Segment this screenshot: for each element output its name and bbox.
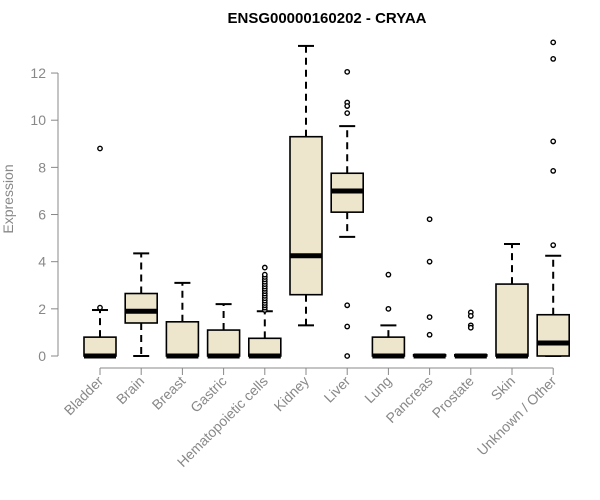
outlier-point (344, 68, 351, 75)
boxes-layer (83, 39, 571, 359)
outlier-point (550, 55, 557, 62)
box-group-lung (371, 271, 406, 359)
y-axis-label: Expression (0, 164, 16, 233)
box (248, 337, 282, 357)
box-group-pancreas (412, 216, 447, 359)
y-tick-label: 8 (38, 159, 46, 175)
outlier-point (426, 331, 433, 338)
x-tick-label: Liver (321, 373, 354, 406)
box (124, 292, 158, 324)
y-tick-label: 2 (38, 301, 46, 317)
outlier-point (261, 271, 268, 278)
outlier-point (467, 313, 474, 319)
outlier-point (467, 324, 474, 331)
box-group-liver (330, 68, 365, 359)
box (165, 321, 200, 357)
y-tick-label: 4 (38, 254, 46, 270)
y-axis: 0 2 4 6 8 10 12 (30, 65, 59, 364)
outlier-point (344, 103, 351, 109)
x-tick-label: Bladder (61, 373, 107, 419)
box (371, 336, 406, 357)
box (206, 329, 241, 357)
y-tick-label: 10 (30, 112, 46, 128)
box (495, 283, 529, 357)
outlier-point (550, 138, 557, 145)
x-tick-label: Prostate (429, 373, 477, 421)
chart-title: ENSG00000160202 - CRYAA (227, 10, 426, 27)
box-group-skin (495, 242, 529, 359)
outlier-point (385, 305, 392, 312)
box-group-kidney (289, 44, 323, 327)
outlier-point (344, 323, 351, 330)
outlier-point (426, 216, 433, 223)
box-group-prostate (453, 309, 488, 359)
outlier-point (344, 110, 351, 117)
y-tick-label: 0 (38, 348, 46, 364)
outlier-point (344, 302, 351, 309)
outlier-point (344, 353, 351, 359)
x-tick-label: Kidney (271, 373, 313, 415)
outlier-point (550, 242, 557, 249)
x-tick-label: Breast (149, 373, 189, 413)
box-group-gastric (206, 303, 241, 359)
x-tick-label: Skin (488, 373, 519, 404)
outlier-point (261, 264, 268, 271)
x-tick-label: Brain (113, 373, 147, 407)
box-group-breast (165, 281, 200, 359)
outlier-point (97, 145, 103, 152)
box (289, 135, 323, 296)
outlier-point (426, 258, 433, 265)
x-tick-label: Lung (361, 373, 394, 406)
y-tick-label: 12 (30, 65, 46, 81)
box (536, 313, 571, 357)
y-tick-label: 6 (38, 207, 46, 223)
box-group-unknown-other (536, 39, 571, 357)
box-group-bladder (83, 145, 117, 359)
outlier-point (550, 39, 557, 46)
box-group-hematopoietic-cells (248, 264, 282, 359)
outlier-point (97, 304, 103, 311)
box-group-brain (124, 252, 158, 357)
outlier-point (385, 271, 392, 278)
outlier-point (426, 314, 433, 320)
box (83, 336, 117, 357)
outlier-point (550, 167, 557, 174)
